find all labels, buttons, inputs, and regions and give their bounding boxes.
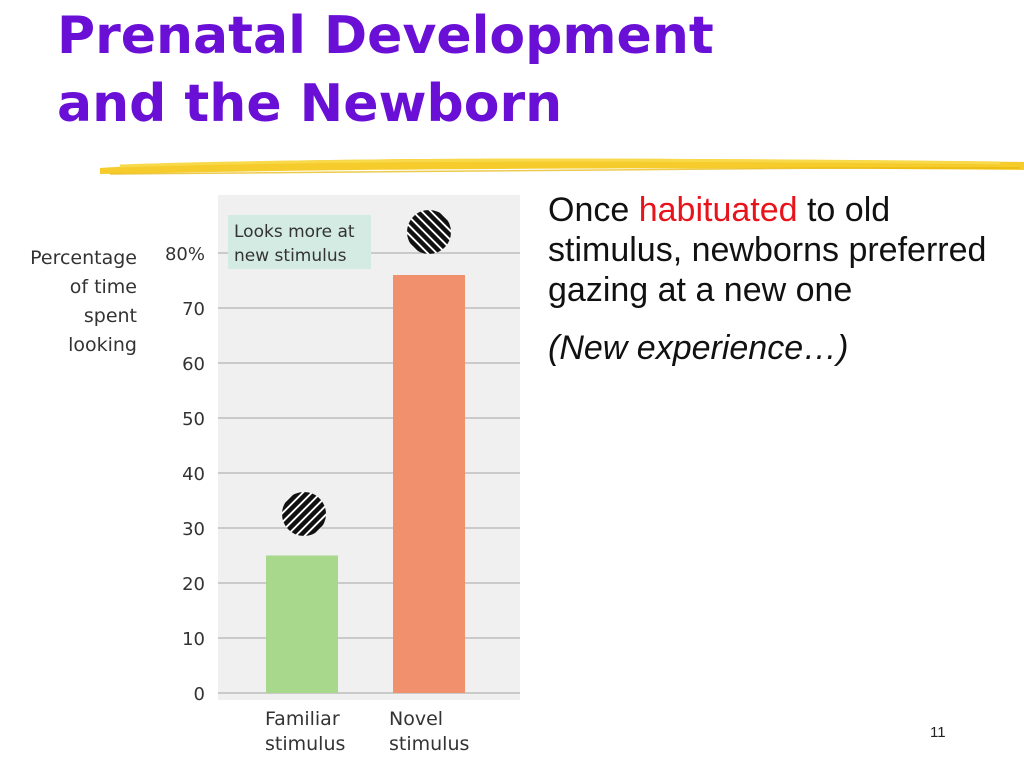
bar-novel — [393, 275, 465, 693]
plot-background — [218, 195, 520, 700]
x-tick-label: Familiar — [265, 708, 340, 730]
x-tick-labels: Familiar stimulus Novel stimulus — [265, 708, 469, 755]
y-axis-label-line: Percentage — [30, 247, 137, 269]
stripe — [282, 492, 326, 536]
y-tick-label: 30 — [182, 519, 205, 540]
y-tick-label: 20 — [182, 574, 205, 595]
y-axis-label-line: looking — [68, 334, 137, 356]
y-axis-label-line: spent — [84, 305, 137, 327]
title-line-2: and the Newborn — [57, 74, 563, 134]
stripe — [282, 492, 326, 536]
x-tick-label: stimulus — [265, 733, 345, 755]
annotation-text: Looks more at — [234, 222, 355, 242]
body-paragraph: Once habituated to old stimulus, newborn… — [548, 190, 1018, 310]
y-tick-label: 70 — [182, 299, 205, 320]
habituated-highlight: habituated — [638, 191, 798, 229]
stripe — [407, 210, 451, 254]
stripe — [407, 210, 451, 254]
slide-body: Once habituated to old stimulus, newborn… — [548, 190, 1018, 386]
y-tick-label: 10 — [182, 629, 205, 650]
y-tick-label: 80% — [165, 244, 205, 265]
x-tick-label: Novel — [389, 708, 443, 730]
y-tick-label: 50 — [182, 409, 205, 430]
y-tick-labels: 80% 70 60 50 40 30 20 10 0 — [165, 244, 205, 705]
icon-stripes — [282, 492, 326, 536]
icon-stripes — [407, 210, 451, 254]
looking-time-bar-chart: 80% 70 60 50 40 30 20 10 0 Percentage of time spen… — [30, 195, 520, 755]
title-line-1: Prenatal Development — [57, 6, 714, 66]
body-text-start: Once — [548, 191, 639, 229]
stripe — [282, 492, 326, 536]
stripe — [407, 210, 451, 254]
x-tick-label: stimulus — [389, 733, 469, 755]
slide-title: Prenatal Development and the Newborn — [57, 2, 857, 138]
annotation-box: Looks more at new stimulus — [228, 215, 371, 269]
stripe — [407, 210, 451, 254]
annotation-text: new stimulus — [234, 246, 347, 266]
bars — [266, 275, 465, 693]
y-tick-label: 0 — [194, 684, 205, 705]
bar-familiar — [266, 555, 338, 693]
y-tick-label: 60 — [182, 354, 205, 375]
body-text-end: to old stimulus, newborns preferred gazi… — [548, 191, 987, 309]
y-tick-label: 40 — [182, 464, 205, 485]
stripe — [407, 210, 451, 254]
highlight-swoosh — [100, 158, 1024, 175]
body-note: (New experience…) — [548, 329, 849, 367]
annotation-box-bg — [228, 215, 371, 269]
striped-circle-icon — [407, 210, 451, 254]
stimulus-icons — [282, 210, 451, 536]
y-axis-label-line: of time — [70, 276, 137, 298]
slide-number: 11 — [930, 724, 946, 741]
striped-circle-icon — [282, 492, 326, 536]
stripe — [282, 492, 326, 536]
stripe — [282, 492, 326, 536]
y-axis-label: Percentage of time spent looking — [30, 247, 137, 356]
